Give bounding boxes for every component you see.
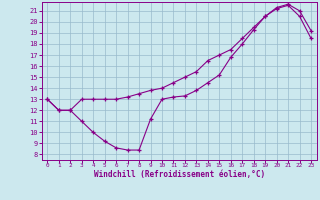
X-axis label: Windchill (Refroidissement éolien,°C): Windchill (Refroidissement éolien,°C) <box>94 170 265 179</box>
